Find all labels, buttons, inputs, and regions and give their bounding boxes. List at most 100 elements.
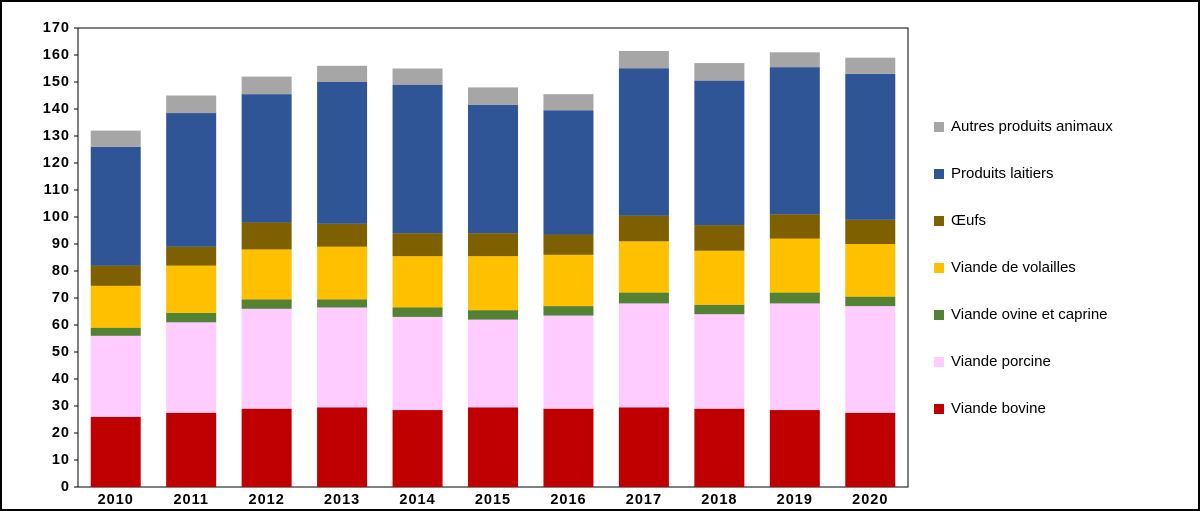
bar-segment <box>618 303 669 408</box>
bar-segment <box>769 238 820 293</box>
bar-segment <box>317 246 368 300</box>
bar-segment <box>543 234 594 255</box>
legend-label: Viande ovine et caprine <box>951 306 1108 323</box>
legend-swatch <box>934 357 944 367</box>
y-tick-label: 130 <box>43 128 70 144</box>
y-tick-label: 170 <box>43 20 70 36</box>
y-tick-label: 110 <box>44 182 70 198</box>
bar-segment <box>392 84 443 234</box>
bar-segment <box>90 265 141 286</box>
bar-segment <box>694 225 745 251</box>
bar-segment <box>468 310 518 320</box>
bar-segment <box>845 244 896 297</box>
bar-segment <box>543 94 594 111</box>
y-tick-label: 120 <box>43 155 70 171</box>
y-tick-label: 30 <box>52 398 70 414</box>
legend-swatch <box>934 169 944 179</box>
bar-segment <box>90 335 141 417</box>
bar-segment <box>543 110 594 235</box>
bar-segment <box>241 299 292 309</box>
bar-segment <box>90 130 141 147</box>
y-tick-label: 140 <box>43 101 70 117</box>
bar-segment <box>90 327 141 336</box>
bar-segment <box>769 52 820 68</box>
y-tick-label: 40 <box>52 371 70 387</box>
bar-segment <box>694 304 745 315</box>
x-tick-label: 2017 <box>626 492 662 508</box>
legend-label: Autres produits animaux <box>951 118 1113 135</box>
y-tick-label: 70 <box>52 290 70 306</box>
bar-segment <box>845 412 896 487</box>
y-tick-label: 90 <box>52 236 70 252</box>
bar-segment <box>392 68 443 85</box>
bar-segment <box>694 80 745 226</box>
bar-segment <box>468 233 518 257</box>
legend-label: Viande bovine <box>951 400 1046 417</box>
y-tick-label: 10 <box>52 452 70 468</box>
y-tick-label: 60 <box>52 317 70 333</box>
bar-segment <box>90 416 141 487</box>
bar-segment <box>166 312 217 323</box>
x-tick-label: 2012 <box>249 492 285 508</box>
bar-segment <box>694 250 745 305</box>
legend-label: Produits laitiers <box>951 165 1054 182</box>
y-tick-label: 100 <box>43 209 70 225</box>
bar-segment <box>241 94 292 223</box>
bar-segment <box>769 410 820 487</box>
bar-segment <box>392 410 443 487</box>
bar-segment <box>468 256 518 311</box>
bar-segment <box>845 73 896 220</box>
bar-segment <box>241 408 292 487</box>
legend-label: Œufs <box>951 212 986 229</box>
bar-segment <box>241 249 292 300</box>
bar-segment <box>618 68 669 216</box>
y-tick-label: 20 <box>52 425 70 441</box>
bar-segment <box>845 296 896 307</box>
bar-segment <box>769 292 820 304</box>
bar-segment <box>241 222 292 250</box>
x-tick-label: 2014 <box>399 492 435 508</box>
legend-swatch <box>934 404 944 414</box>
bar-segment <box>845 57 896 74</box>
bar-segment <box>392 307 443 317</box>
bar-segment <box>543 315 594 409</box>
bar-segment <box>769 67 820 215</box>
bar-segment <box>166 95 217 114</box>
x-tick-label: 2020 <box>852 492 888 508</box>
legend-label: Viande de volailles <box>951 259 1076 276</box>
x-tick-label: 2019 <box>777 492 813 508</box>
bar-segment <box>166 322 217 413</box>
y-tick-label: 160 <box>43 47 70 63</box>
bar-segment <box>317 407 368 487</box>
bar-segment <box>392 316 443 411</box>
bar-segment <box>769 214 820 239</box>
bar-segment <box>543 254 594 307</box>
legend-swatch <box>934 310 944 320</box>
bar-segment <box>166 113 217 247</box>
y-tick-label: 0 <box>61 479 70 495</box>
bar-segment <box>694 314 745 409</box>
bar-segment <box>845 219 896 244</box>
bar-segment <box>392 256 443 308</box>
bar-segment <box>317 223 368 247</box>
bar-segment <box>618 407 669 487</box>
bar-segment <box>241 308 292 409</box>
bar-segment <box>468 87 518 105</box>
x-tick-label: 2018 <box>701 492 737 508</box>
bar-segment <box>468 104 518 234</box>
bar-segment <box>543 408 594 487</box>
bar-segment <box>769 303 820 411</box>
bar-segment <box>468 319 518 408</box>
bar-segment <box>317 82 368 224</box>
legend-swatch <box>934 263 944 273</box>
bar-segment <box>317 65 368 82</box>
bar-segment <box>90 146 141 266</box>
bar-segment <box>468 407 518 487</box>
x-tick-label: 2013 <box>324 492 360 508</box>
legend-swatch <box>934 122 944 132</box>
y-tick-label: 80 <box>52 263 70 279</box>
bar-segment <box>845 306 896 413</box>
bar-segment <box>618 292 669 304</box>
